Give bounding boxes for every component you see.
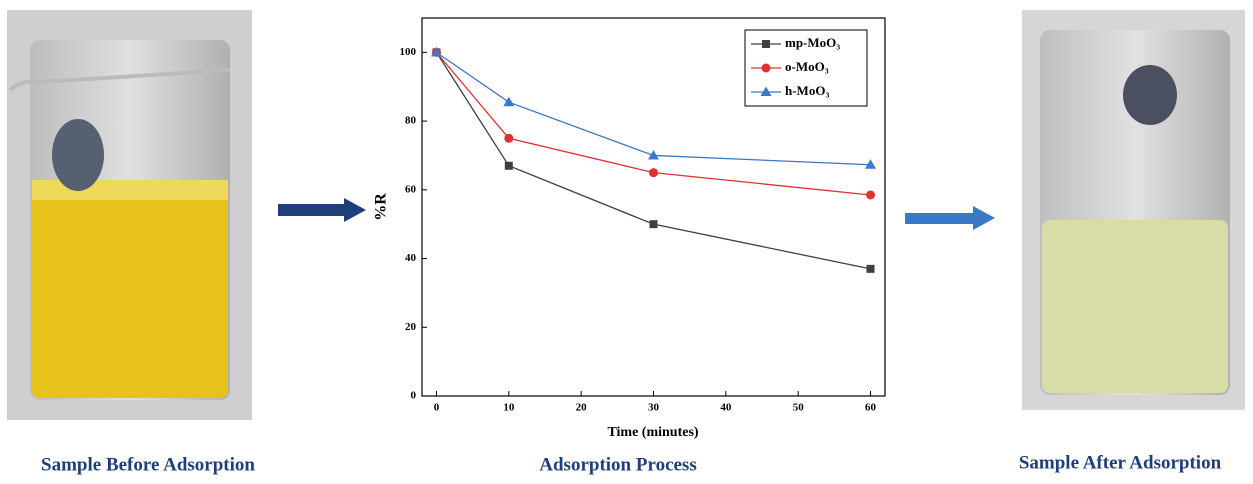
y-tick-label: 40 [405,252,417,264]
marker [504,133,514,143]
y-tick-label: 80 [405,115,417,127]
x-axis-label: Time (minutes) [607,425,698,440]
legend-label: mp-MoO₃ [785,35,840,50]
y-tick-label: 0 [411,390,417,402]
legend-marker [760,86,772,96]
caption: Sample After Adsorption [1019,452,1222,473]
marker [648,149,659,160]
legend-label: h-MoO₃ [785,83,829,98]
caption: Adsorption Process [539,454,696,475]
y-tick-label: 60 [405,183,417,195]
x-tick-label: 60 [865,402,877,414]
legend-marker [762,40,770,48]
arrow [905,206,995,230]
x-tick-label: 50 [793,402,805,414]
y-axis-label: %R [373,193,390,221]
marker [430,46,442,57]
marker [504,161,513,170]
marker [866,190,876,200]
photo-before [7,10,252,420]
marker [649,220,658,229]
x-tick-label: 20 [576,402,588,414]
marker [503,96,515,107]
x-tick-label: 30 [648,402,660,414]
arrow [278,198,366,222]
y-tick-label: 100 [400,46,417,58]
x-tick-label: 40 [720,402,732,414]
series-line [435,51,871,196]
legend-label: o-MoO₃ [785,59,829,74]
x-tick-label: 10 [503,402,515,414]
y-tick-label: 20 [405,321,417,333]
legend-marker [761,63,771,73]
photo-after [1022,10,1245,410]
series-line [436,51,871,166]
series-line [435,52,871,270]
marker [866,264,875,273]
marker [649,168,658,178]
x-tick-label: 0 [434,402,440,414]
caption: Sample Before Adsorption [41,454,255,475]
marker [865,159,877,169]
